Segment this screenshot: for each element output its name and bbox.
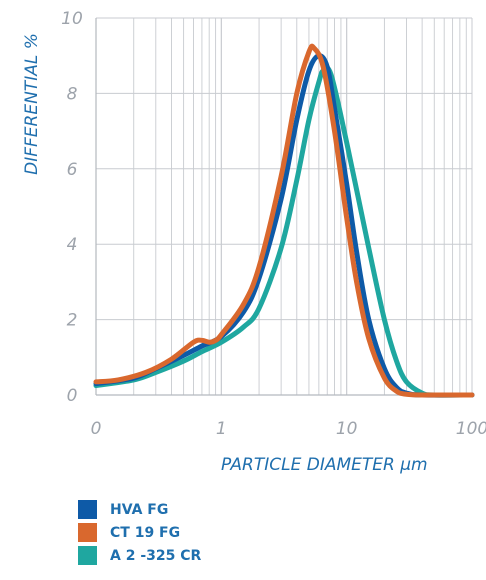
x-tick-label: 10 bbox=[336, 419, 358, 439]
legend-label: A 2 -325 CR bbox=[110, 547, 202, 564]
legend-item-hva-fg: HVA FG bbox=[78, 498, 201, 521]
series-line-ct-19-fg bbox=[93, 43, 475, 398]
x-tick-label: 100 bbox=[456, 419, 486, 439]
legend-label: CT 19 FG bbox=[110, 524, 181, 541]
legend-swatch bbox=[78, 523, 97, 542]
legend-item-a-2-325-cr: A 2 -325 CR bbox=[78, 544, 201, 567]
series-layer bbox=[93, 43, 475, 398]
x-tick-label: 1 bbox=[216, 419, 227, 439]
grid bbox=[96, 17, 472, 396]
y-tick-label: 8 bbox=[67, 84, 78, 104]
x-tick-label: 0 bbox=[91, 419, 102, 439]
y-tick-label: 6 bbox=[67, 160, 78, 180]
y-tick-label: 4 bbox=[67, 235, 78, 255]
y-tick-label: 10 bbox=[61, 9, 83, 29]
legend: HVA FG CT 19 FG A 2 -325 CR bbox=[78, 498, 201, 567]
legend-swatch bbox=[78, 500, 97, 519]
axes bbox=[95, 18, 473, 396]
y-tick-label: 0 bbox=[67, 386, 78, 406]
legend-item-ct-19-fg: CT 19 FG bbox=[78, 521, 201, 544]
y-axis-title: DIFFERENTIAL % bbox=[22, 33, 42, 175]
legend-label: HVA FG bbox=[110, 501, 169, 518]
x-axis-title: PARTICLE DIAMETER µm bbox=[221, 455, 428, 475]
legend-swatch bbox=[78, 546, 97, 565]
series-line-a-2-325-cr bbox=[93, 65, 475, 398]
y-tick-label: 2 bbox=[67, 311, 78, 331]
series-line-hva-fg bbox=[93, 53, 475, 398]
